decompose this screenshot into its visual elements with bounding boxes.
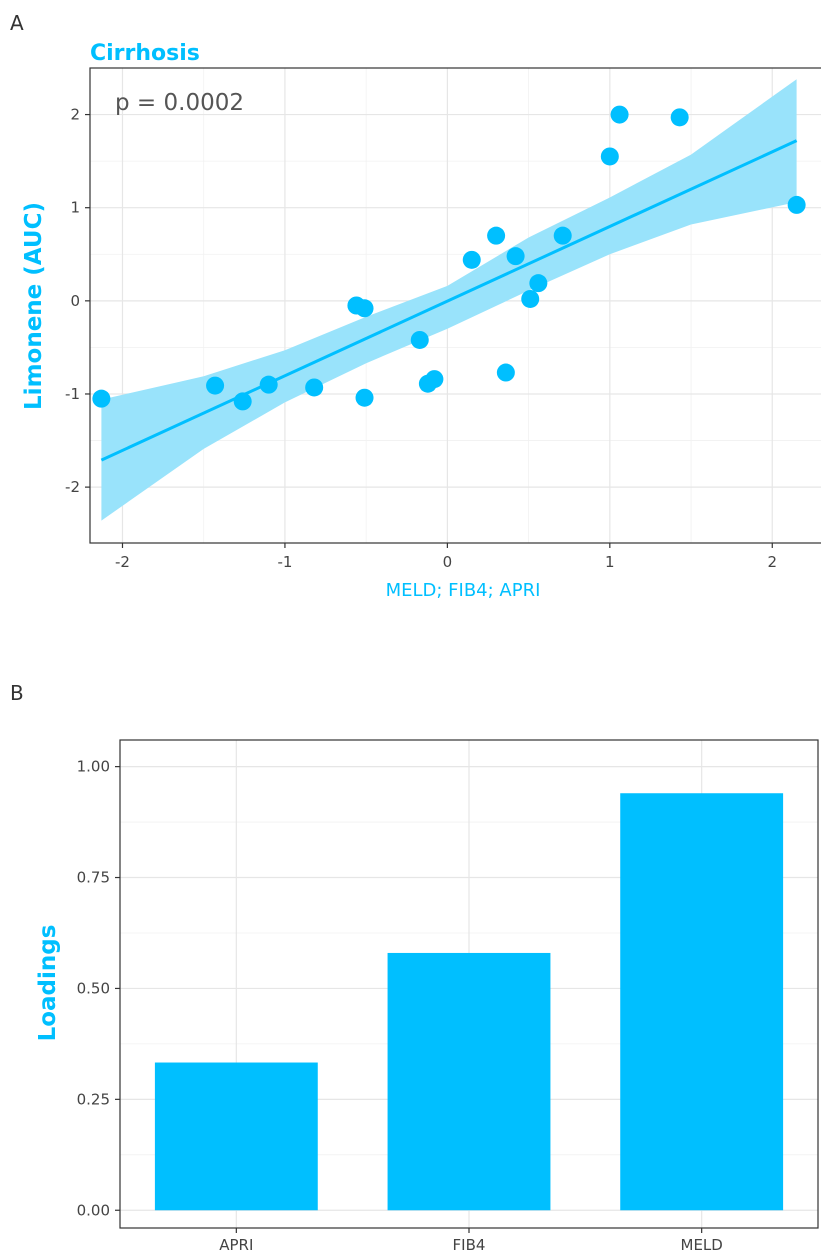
scatter-y-tick-label: 2 bbox=[70, 106, 80, 124]
scatter-point bbox=[553, 226, 572, 245]
scatter-x-tick-label: 0 bbox=[443, 553, 453, 571]
scatter-point bbox=[355, 299, 374, 318]
scatter-point bbox=[206, 376, 225, 395]
panel-b-label: B bbox=[10, 681, 24, 705]
bar-y-axis-title: Loadings bbox=[35, 925, 61, 1042]
scatter-point bbox=[305, 378, 324, 397]
scatter-y-tick-label: -2 bbox=[65, 478, 80, 496]
scatter-point bbox=[506, 247, 525, 266]
bar-apri bbox=[154, 1062, 318, 1211]
bar-plot: APRI FIB4 MELD 0.00 0.25 0.50 0.75 1.00 bbox=[77, 739, 819, 1254]
scatter-y-tick-label: -1 bbox=[65, 385, 80, 403]
scatter-point bbox=[496, 363, 515, 382]
scatter-y-tick-label: 1 bbox=[70, 199, 80, 217]
bar-y-tick-label: 1.00 bbox=[77, 758, 110, 776]
scatter-y-tick-label: 0 bbox=[70, 292, 80, 310]
scatter-point bbox=[600, 147, 619, 166]
bars bbox=[154, 793, 784, 1211]
scatter-point bbox=[487, 226, 506, 245]
scatter-x-tick-label: -1 bbox=[277, 553, 292, 571]
scatter-plot: -2 -1 0 1 2 -2 -1 0 1 2 p = 0.0002 bbox=[65, 67, 821, 571]
scatter-y-tick-labels: -2 -1 0 1 2 bbox=[65, 106, 90, 496]
scatter-x-axis-title: MELD; FIB4; APRI bbox=[386, 580, 541, 601]
scatter-point bbox=[92, 389, 111, 408]
regression-line bbox=[100, 139, 798, 462]
scatter-points bbox=[92, 105, 806, 411]
scatter-x-tick-label: 2 bbox=[767, 553, 777, 571]
scatter-point bbox=[787, 195, 806, 214]
scatter-point bbox=[355, 388, 374, 407]
bar-y-tick-label: 0.00 bbox=[77, 1201, 110, 1219]
scatter-x-tick-labels: -2 -1 0 1 2 bbox=[115, 543, 777, 571]
scatter-x-tick-label: -2 bbox=[115, 553, 130, 571]
bar-y-tick-label: 0.25 bbox=[77, 1090, 110, 1108]
scatter-point bbox=[462, 250, 481, 269]
scatter-point bbox=[233, 392, 252, 411]
scatter-x-tick-label: 1 bbox=[605, 553, 615, 571]
scatter-point bbox=[425, 370, 444, 389]
scatter-point bbox=[259, 375, 278, 394]
scatter-panel-border bbox=[89, 67, 821, 544]
bar-x-tick-label: APRI bbox=[219, 1236, 253, 1254]
panel-a-label: A bbox=[10, 11, 24, 35]
bar-y-tick-label: 0.75 bbox=[77, 869, 110, 887]
scatter-point bbox=[610, 105, 629, 124]
bar-x-tick-labels: APRI FIB4 MELD bbox=[219, 1228, 723, 1254]
scatter-point bbox=[410, 330, 429, 349]
bar-meld bbox=[620, 793, 784, 1211]
scatter-major-grid bbox=[90, 68, 821, 543]
scatter-y-axis-title: Limonene (AUC) bbox=[21, 202, 47, 410]
bar-x-tick-label: FIB4 bbox=[453, 1236, 486, 1254]
p-value-annotation: p = 0.0002 bbox=[115, 90, 244, 116]
bar-x-tick-label: MELD bbox=[681, 1236, 723, 1254]
bar-y-tick-labels: 0.00 0.25 0.50 0.75 1.00 bbox=[77, 758, 120, 1219]
scatter-point bbox=[521, 289, 540, 308]
bar-fib4 bbox=[387, 952, 551, 1211]
bar-y-tick-label: 0.50 bbox=[77, 979, 110, 997]
scatter-point bbox=[529, 274, 548, 293]
scatter-point bbox=[670, 108, 689, 127]
scatter-title: Cirrhosis bbox=[90, 41, 200, 66]
